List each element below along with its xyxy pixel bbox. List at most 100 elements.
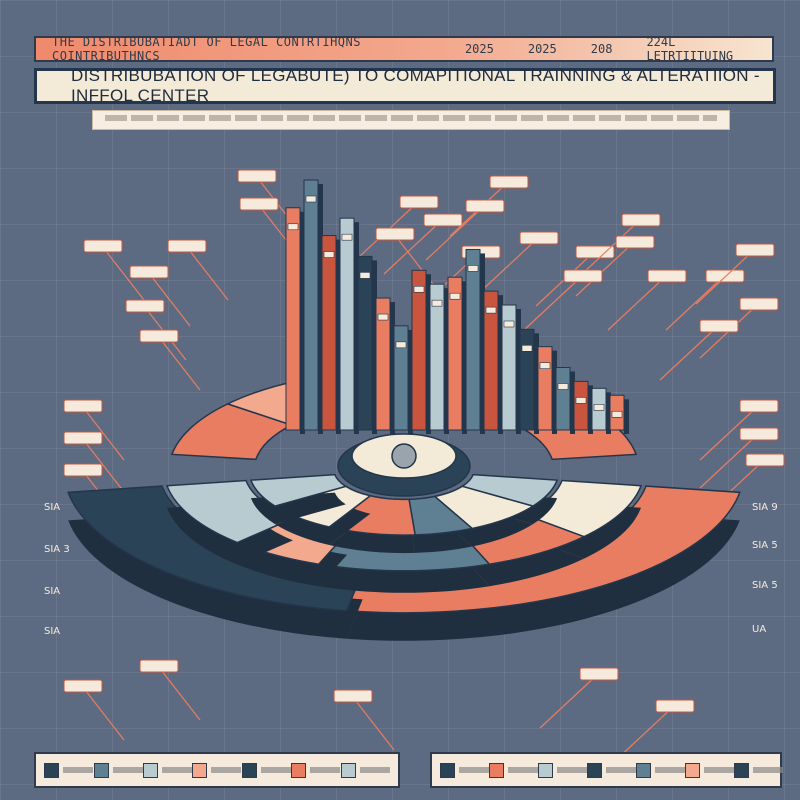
legend-swatch [44, 762, 60, 778]
legend-swatch [489, 762, 504, 778]
callout-label-box [63, 431, 103, 445]
legend-item [636, 762, 685, 778]
callout-label-box [699, 319, 739, 333]
tower-bar [447, 276, 463, 431]
tower-bar [573, 380, 589, 431]
callout-label-box [735, 243, 775, 257]
callout-leader-line [695, 249, 755, 305]
callout-leader-line [425, 205, 485, 261]
callout-label-box [519, 231, 559, 245]
tower-bar-side [516, 309, 521, 434]
tower-bar [519, 328, 535, 431]
tower-bar [321, 235, 337, 431]
legend-item [340, 762, 390, 778]
right-side-label: SIA 9 [752, 502, 778, 513]
tower-bar-label [305, 195, 317, 203]
tower-bar-side [498, 295, 503, 434]
legend-swatch [291, 762, 307, 778]
tower-bar [537, 346, 553, 431]
callout-label-box [575, 245, 615, 259]
legend-label-placeholder [557, 767, 587, 773]
tower-bar-label [395, 341, 407, 349]
callout-label-box [125, 299, 165, 313]
description-text-lines [105, 115, 717, 121]
callout-label-box [167, 239, 207, 253]
callout-label-box [139, 659, 179, 673]
legend-label-placeholder [310, 767, 341, 773]
legend-label-placeholder [63, 767, 94, 773]
callout-leader-line [351, 695, 395, 751]
right-side-label: UA [752, 624, 766, 635]
callout-label-box [333, 689, 373, 703]
tower-bar-label [323, 251, 335, 258]
tower-bar-side [624, 399, 629, 434]
tower-bar-side [318, 184, 323, 434]
legend-swatch [538, 762, 553, 778]
left-side-label: SIA 3 [44, 544, 70, 555]
legend-label-placeholder [211, 767, 242, 773]
tower-bar-side [588, 385, 593, 434]
tower-bar-label [431, 299, 443, 307]
legend-item [440, 762, 489, 778]
legend-item [192, 762, 242, 778]
tower-bar-side [336, 239, 341, 434]
tower-bar-label [467, 265, 479, 272]
callout-leader-line [185, 245, 229, 301]
callout-label-box [563, 269, 603, 283]
tower-bar-side [552, 350, 557, 434]
callout-leader-line [157, 335, 201, 391]
tower-bar [375, 297, 391, 431]
tower-bar [483, 290, 499, 431]
callout-label-box [615, 235, 655, 249]
legend-swatch [440, 762, 455, 778]
legend-swatch [636, 762, 651, 778]
chart-title-bar: DISTRIBUBATION OF LEGABUTE) TO COMAPITIO… [34, 66, 776, 105]
tower-bar-side [372, 260, 377, 434]
callout-label-box [239, 197, 279, 211]
tower-bar-side [300, 211, 305, 434]
legend-item [685, 762, 734, 778]
callout-leader-line [81, 437, 125, 493]
tower-bar-label [575, 397, 587, 404]
callout-leader-line [607, 275, 667, 331]
legend-label-placeholder [704, 767, 734, 773]
left-side-label: SIA [44, 626, 60, 637]
legend-left [34, 752, 400, 788]
banner-year-4: 224L LETRTIITUING [646, 35, 734, 63]
banner-year-3: 208 [590, 42, 613, 56]
tower-bar-label [539, 362, 551, 369]
tower-bar-side [462, 281, 467, 434]
tower-bar-label [485, 306, 497, 314]
callout-leader-line [581, 219, 641, 275]
hub-emblem-icon [391, 443, 417, 469]
callout-label-box [83, 239, 123, 253]
right-side-label: SIA 5 [752, 580, 778, 591]
legend-right [430, 752, 783, 788]
legend-item [489, 762, 538, 778]
callout-label-box [63, 399, 103, 413]
callout-leader-line [665, 275, 725, 331]
callout-label-box [375, 227, 415, 241]
tower-bar-label [413, 285, 425, 293]
tower-bar [465, 248, 481, 431]
callout-leader-line [81, 405, 125, 461]
legend-label-placeholder [606, 767, 636, 773]
legend-swatch [143, 762, 159, 778]
legend-item [241, 762, 291, 778]
callout-label-box [399, 195, 439, 209]
tower-bar-label [593, 404, 605, 411]
legend-label-placeholder [112, 767, 143, 773]
callout-leader-line [615, 705, 675, 761]
callout-leader-line [157, 665, 201, 721]
tower-bar [411, 269, 427, 431]
tower-bar-label [557, 383, 569, 390]
callout-label-box [705, 269, 745, 283]
description-box [92, 110, 730, 130]
legend-item [291, 762, 341, 778]
tower-bar [429, 283, 445, 431]
tower-layer [285, 179, 629, 434]
tower-bar [357, 255, 373, 431]
callout-label-box [423, 213, 463, 227]
callout-leader-line [699, 405, 759, 461]
